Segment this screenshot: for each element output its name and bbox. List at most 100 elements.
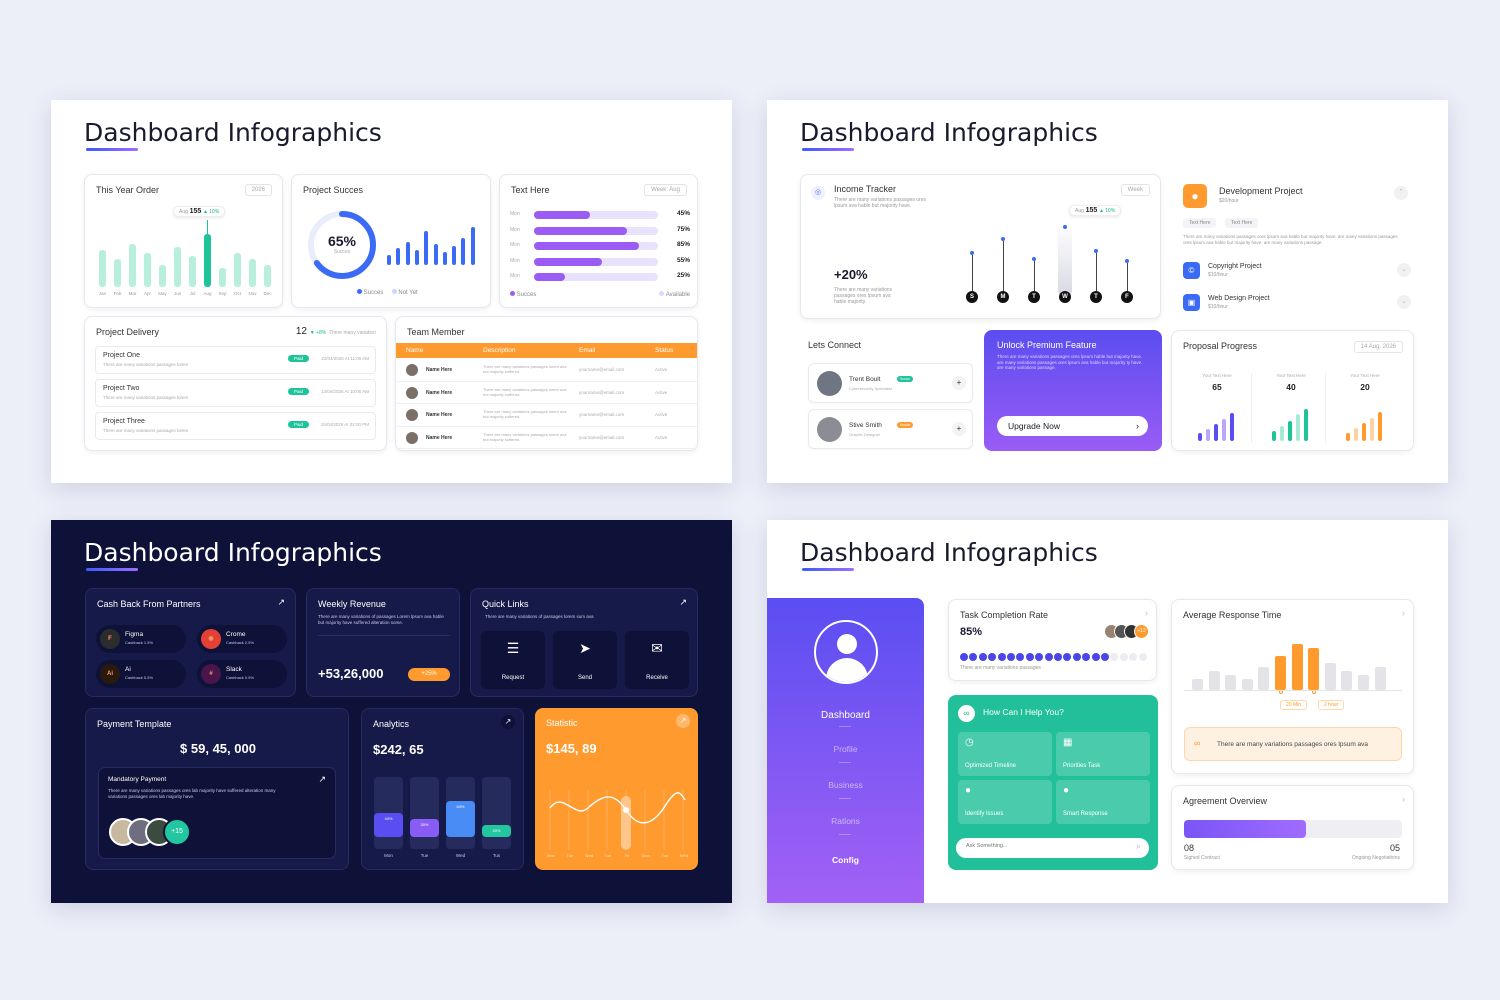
- month-label: Sep: [218, 291, 227, 296]
- quick-link-receive[interactable]: ✉ Receive: [625, 631, 689, 689]
- help-tile[interactable]: ▦ Priorities Task: [1056, 732, 1150, 776]
- row-label: Mon: [510, 273, 520, 279]
- day-label: Wed: [455, 853, 466, 858]
- task-percent: 85%: [960, 626, 983, 638]
- response-bar: [1291, 644, 1303, 690]
- table-row[interactable]: Name Here There are many variations passa…: [396, 404, 697, 427]
- member-name: Name Here: [426, 367, 453, 373]
- progress-track: [534, 211, 658, 219]
- stem-dot: [1063, 225, 1067, 229]
- delivery-item[interactable]: Project Three There are many variations p…: [95, 412, 376, 440]
- table-row[interactable]: Name Here There are many variations passa…: [396, 382, 697, 404]
- member-desc: There are many variations passages lorem…: [483, 409, 567, 419]
- help-tile[interactable]: ● Identify Issues: [958, 780, 1052, 824]
- column-value: 65: [1212, 382, 1222, 392]
- quick-links-card: Quick Links ↗ There are many variations …: [470, 588, 698, 697]
- search-icon[interactable]: ⌕: [1135, 841, 1141, 851]
- ongoing-count: 05: [1389, 843, 1400, 853]
- week-filter[interactable]: Week: [1120, 184, 1150, 196]
- bar-label: 30%: [420, 822, 429, 827]
- partner-name: Figma: [125, 631, 144, 638]
- person-item[interactable]: Trent Boult Social Cybersecurity Specialis…: [808, 363, 973, 403]
- arrow-up-right-icon[interactable]: ↗: [501, 715, 515, 729]
- sidebar-item-dashboard[interactable]: Dashboard: [821, 710, 870, 721]
- arrow-up-right-icon[interactable]: ↗: [277, 597, 285, 607]
- delivery-item[interactable]: Project Two There are many variations pas…: [95, 379, 376, 407]
- ask-input[interactable]: ⌕: [956, 838, 1149, 858]
- sidebar-item-business[interactable]: Business: [828, 780, 863, 790]
- tile-label: Optimized Timeline: [965, 763, 1017, 769]
- person-item[interactable]: Stive Smith Mobile Graphic Designer +: [808, 409, 973, 449]
- chevron-right-icon[interactable]: ›: [1145, 608, 1148, 618]
- sidebar-item-profile[interactable]: Profile: [833, 744, 858, 754]
- sidebar-item-rations[interactable]: Rations: [831, 816, 860, 826]
- item-date: 22/04/2026 At 11:00 AM: [321, 356, 369, 361]
- week-filter[interactable]: Week: Aug: [644, 184, 687, 196]
- response-time-card: Average Response Time › 20 Min 2 hour ∞ …: [1171, 599, 1414, 774]
- add-icon[interactable]: +: [952, 422, 966, 436]
- upgrade-button[interactable]: Upgrade Now ›: [997, 416, 1148, 436]
- stem-line: [1095, 253, 1097, 291]
- statistic-wave-chart: [549, 790, 686, 850]
- avatar: [817, 417, 842, 442]
- document-icon: ☰: [506, 640, 520, 656]
- signed-label: Signed Contract: [1184, 855, 1220, 861]
- partner-pill[interactable]: F Figma Cashback 1.5%: [96, 625, 186, 653]
- delivery-item[interactable]: Project One There are many variations pas…: [95, 346, 376, 374]
- arrow-up-right-icon[interactable]: ↗: [676, 714, 690, 728]
- card-title: Average Response Time: [1183, 610, 1282, 620]
- table-row[interactable]: Name Here There are many variations passa…: [396, 359, 697, 382]
- proposal-bar: [1378, 412, 1382, 441]
- quick-link-send[interactable]: ➤ Send: [553, 631, 617, 689]
- slide-bottom-right: Dashboard Infographics Dashboard Profile…: [767, 520, 1448, 903]
- add-icon[interactable]: +: [952, 376, 966, 390]
- proposal-bar: [1214, 424, 1218, 441]
- profile-sidebar: Dashboard Profile Business Rations Config: [767, 598, 924, 903]
- quick-link-request[interactable]: ☰ Request: [481, 631, 545, 689]
- month-axis: Jan Feb Mar Apr May Jun Jul Aug Sep Oct Nov Dec: [95, 291, 275, 299]
- day-axis: Mon Tue Wed Tue Fri Mon Tue Wed: [545, 853, 688, 861]
- link-icon: ∞: [1194, 738, 1201, 748]
- help-tile[interactable]: ◷ Optimized Timeline: [958, 732, 1052, 776]
- progress-track: [534, 257, 658, 266]
- chevron-right-icon[interactable]: ›: [1402, 794, 1405, 804]
- dev-title: Development Project: [1219, 186, 1303, 196]
- dev-desc: There are many variations passages ores …: [1183, 234, 1398, 245]
- partner-pill[interactable]: Ai Ai Cashback 5.5%: [96, 660, 186, 688]
- day-label: Mon: [642, 853, 650, 858]
- card-title: Agreement Overview: [1183, 796, 1268, 806]
- year-selector[interactable]: 2026: [244, 184, 272, 196]
- member-email: yourname@email.com: [579, 389, 625, 395]
- proposal-bar: [1280, 425, 1284, 441]
- member-name: Name Here: [426, 412, 453, 418]
- arrow-up-right-icon[interactable]: ↗: [318, 774, 326, 784]
- stem-dot: [1032, 257, 1036, 261]
- help-tile[interactable]: ● Smart Response: [1056, 780, 1150, 824]
- response-bar: [1225, 674, 1237, 690]
- delivery-list: Project One There are many variations pas…: [95, 346, 376, 445]
- card-title: This Year Order: [96, 185, 160, 195]
- partner-pill[interactable]: # Slack Cashback 0.5%: [197, 660, 287, 688]
- arrow-up-right-icon[interactable]: ↗: [679, 597, 687, 607]
- weekly-amount: +53,26,000: [318, 666, 384, 681]
- day-marker: T: [1028, 291, 1040, 303]
- person-name: Trent Boult: [849, 376, 881, 383]
- sidebar-item-config[interactable]: Config: [832, 855, 859, 865]
- progress-fill: [534, 226, 627, 235]
- date-filter[interactable]: 14 Aug, 2026: [1353, 341, 1403, 353]
- partner-pill[interactable]: ◉ Crome Cashback 2.5%: [197, 625, 287, 653]
- ask-field[interactable]: [966, 843, 1116, 849]
- link-icon: ∞: [958, 705, 975, 722]
- stem-dot: [970, 251, 974, 255]
- row-label: Mon: [510, 242, 520, 248]
- avatar: [406, 409, 418, 421]
- slide-title: Dashboard Infographics: [800, 538, 1098, 567]
- chevron-right-icon[interactable]: ›: [1402, 608, 1405, 618]
- chevron-down-icon: ⌄: [1397, 295, 1411, 309]
- chevron-up-icon[interactable]: ⌃: [1394, 186, 1408, 200]
- member-name: Name Here: [426, 389, 453, 396]
- dev-item[interactable]: © Copyright Project $10/hour ⌄: [1183, 262, 1411, 286]
- table-row[interactable]: Name Here There are many variations passa…: [396, 427, 697, 449]
- dev-item[interactable]: ▣ Web Design Project $10/hour ⌄: [1183, 294, 1411, 318]
- day-label: Tue: [420, 853, 429, 858]
